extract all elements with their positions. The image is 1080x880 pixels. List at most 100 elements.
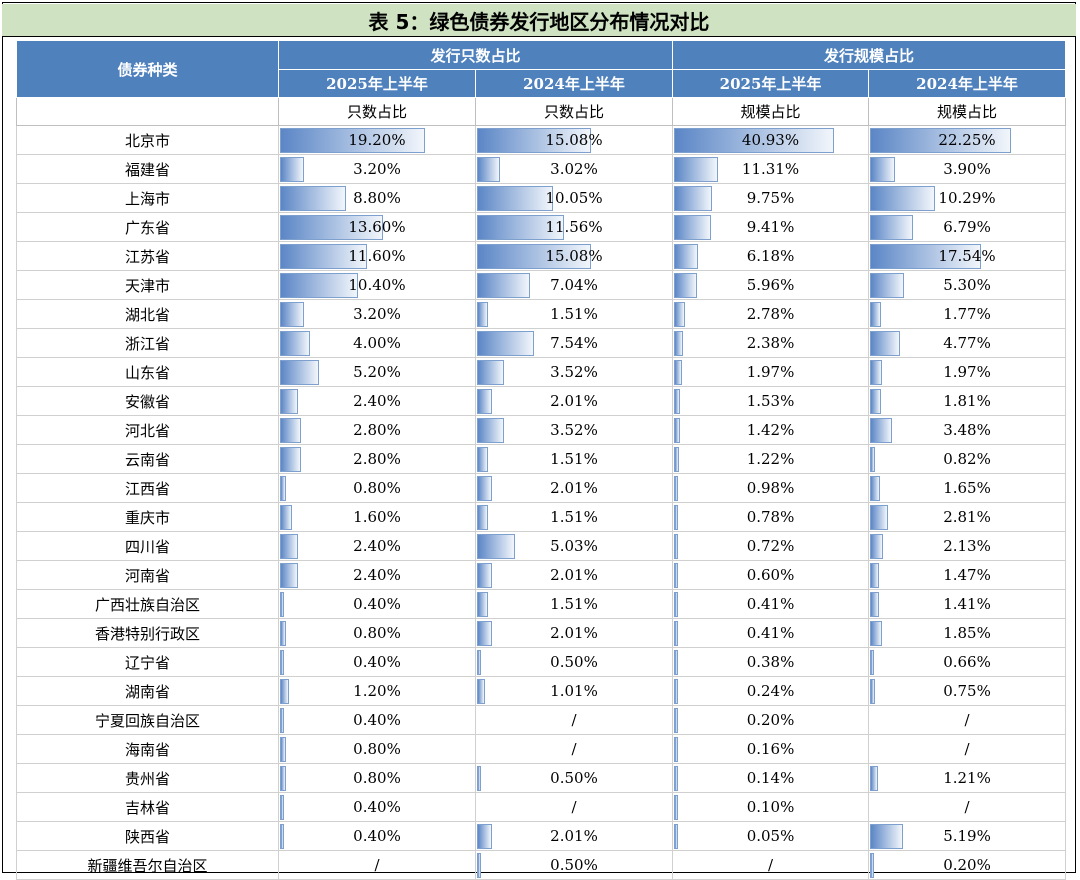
- data-bar: [280, 504, 293, 530]
- data-bar: [674, 823, 678, 849]
- table-row: 广西壮族自治区 0.40% 1.51% 0.41% 1.41%: [16, 589, 1067, 619]
- region-name: 湖南省: [16, 676, 279, 706]
- share-cell: 2.81%: [868, 502, 1067, 532]
- share-cell: 0.75%: [868, 676, 1067, 706]
- share-cell: 0.72%: [672, 531, 870, 561]
- region-distribution-table: 债券种类 发行只数占比 发行规模占比 2025年上半年 2024年上半年 202…: [16, 40, 1067, 880]
- table-row: 四川省 2.40% 5.03% 0.72% 2.13%: [16, 531, 1067, 561]
- share-value: 2.80%: [353, 450, 401, 468]
- share-cell: 3.52%: [474, 357, 674, 387]
- share-value: 1.60%: [353, 508, 401, 526]
- share-value: 0.40%: [353, 595, 401, 613]
- data-bar: [674, 417, 680, 443]
- share-cell: 0.98%: [672, 473, 870, 503]
- share-value: 2.40%: [353, 566, 401, 584]
- data-bar: [870, 301, 882, 327]
- region-name: 四川省: [16, 531, 279, 561]
- share-cell: 1.65%: [868, 473, 1067, 503]
- share-value: 2.01%: [550, 392, 598, 410]
- data-bar: [280, 272, 359, 298]
- data-bar: [280, 794, 284, 820]
- data-bar: [280, 707, 284, 733]
- table-row: 新疆维吾尔自治区 / 0.50% / 0.20%: [16, 850, 1067, 880]
- share-value: 3.90%: [943, 160, 991, 178]
- region-name: 陕西省: [16, 821, 279, 851]
- share-value: 3.20%: [353, 160, 401, 178]
- share-cell: 0.40%: [278, 821, 476, 851]
- data-bar: [477, 272, 531, 298]
- share-value: 1.42%: [746, 421, 795, 439]
- data-bar: [870, 214, 913, 240]
- share-value: 9.75%: [746, 189, 795, 207]
- region-name: 贵州省: [16, 763, 279, 793]
- share-cell: 1.47%: [868, 560, 1067, 590]
- data-bar: [674, 127, 834, 153]
- table-row: 河北省 2.80% 3.52% 1.42% 3.48%: [16, 415, 1067, 445]
- share-value: 0.50%: [550, 856, 598, 874]
- share-cell: 1.51%: [474, 299, 674, 329]
- share-cell: 2.13%: [868, 531, 1067, 561]
- share-cell: 15.08%: [474, 241, 674, 271]
- table-row: 贵州省 0.80% 0.50% 0.14% 1.21%: [16, 763, 1067, 793]
- share-value: 1.01%: [550, 682, 598, 700]
- data-bar: [870, 620, 882, 646]
- data-bar: [870, 533, 884, 559]
- share-value: 0.20%: [943, 856, 991, 874]
- share-cell: 11.60%: [278, 241, 476, 271]
- share-cell: 1.51%: [474, 444, 674, 474]
- data-bar: [870, 388, 882, 414]
- data-bar: [674, 214, 711, 240]
- share-cell: 15.08%: [474, 125, 674, 155]
- table-row: 广东省 13.60% 11.56% 9.41% 6.79%: [16, 212, 1067, 242]
- data-bar: [870, 185, 936, 211]
- share-cell: 0.16%: [672, 734, 870, 764]
- region-name: 新疆维吾尔自治区: [16, 850, 279, 880]
- data-bar: [280, 533, 299, 559]
- table-row: 陕西省 0.40% 2.01% 0.05% 5.19%: [16, 821, 1067, 851]
- share-value: 0.80%: [353, 479, 401, 497]
- data-bar: [280, 678, 290, 704]
- share-cell: 1.41%: [868, 589, 1067, 619]
- region-name: 湖北省: [16, 299, 279, 329]
- data-bar: [477, 214, 565, 240]
- subheader-label: 规模占比: [672, 97, 870, 126]
- data-bar: [870, 446, 876, 472]
- share-cell: 1.97%: [672, 357, 870, 387]
- subheader-blank: [16, 97, 279, 126]
- share-value: /: [964, 798, 970, 816]
- share-cell: /: [868, 792, 1067, 822]
- share-value: 0.10%: [746, 798, 795, 816]
- table-row: 重庆市 1.60% 1.51% 0.78% 2.81%: [16, 502, 1067, 532]
- share-value: 0.75%: [943, 682, 991, 700]
- data-bar: [280, 330, 311, 356]
- share-cell: 0.40%: [278, 647, 476, 677]
- share-value: 1.97%: [746, 363, 795, 381]
- share-value: 0.60%: [746, 566, 795, 584]
- share-value: 0.40%: [353, 711, 401, 729]
- data-bar: [477, 591, 489, 617]
- share-value: 11.31%: [741, 160, 800, 178]
- share-value: 22.25%: [938, 131, 996, 149]
- region-name: 天津市: [16, 270, 279, 300]
- table-row: 河南省 2.40% 2.01% 0.60% 1.47%: [16, 560, 1067, 590]
- share-cell: 1.85%: [868, 618, 1067, 648]
- data-bar: [870, 504, 888, 530]
- share-cell: /: [868, 705, 1067, 735]
- share-value: 15.08%: [545, 247, 603, 265]
- share-cell: 6.79%: [868, 212, 1067, 242]
- share-cell: 1.21%: [868, 763, 1067, 793]
- share-value: 7.54%: [550, 334, 598, 352]
- share-value: 13.60%: [348, 218, 406, 236]
- data-bar: [674, 504, 678, 530]
- share-value: 5.03%: [550, 537, 598, 555]
- share-value: 6.18%: [746, 247, 795, 265]
- share-value: 0.80%: [353, 624, 401, 642]
- share-cell: 2.01%: [474, 618, 674, 648]
- data-bar: [477, 504, 489, 530]
- data-bar: [477, 823, 493, 849]
- region-name: 辽宁省: [16, 647, 279, 677]
- table-row: 安徽省 2.40% 2.01% 1.53% 1.81%: [16, 386, 1067, 416]
- share-cell: 2.01%: [474, 473, 674, 503]
- region-name: 上海市: [16, 183, 279, 213]
- share-cell: 2.01%: [474, 386, 674, 416]
